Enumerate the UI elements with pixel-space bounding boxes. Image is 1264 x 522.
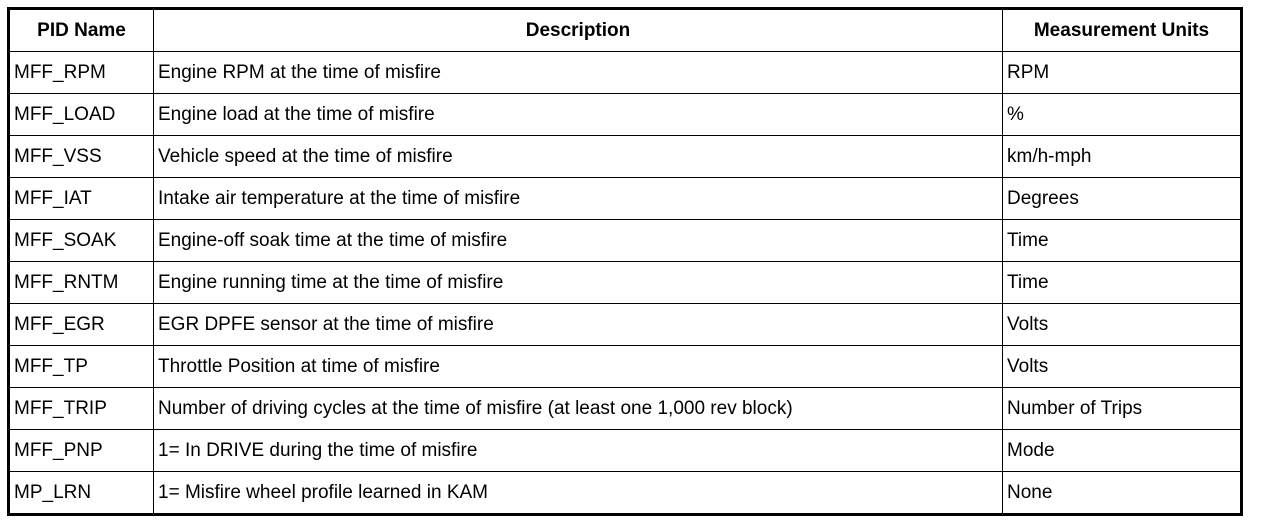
pid-name-cell: MFF_TP	[8, 345, 154, 388]
description-cell: Engine RPM at the time of misfire	[153, 51, 1003, 94]
description-cell: 1= Misfire wheel profile learned in KAM	[153, 471, 1003, 515]
header-description: Description	[153, 8, 1003, 52]
pid-name-cell: MP_LRN	[8, 471, 154, 515]
description-cell: Number of driving cycles at the time of …	[153, 387, 1003, 430]
table-row: MP_LRN 1= Misfire wheel profile learned i…	[8, 471, 1242, 515]
units-cell: Degrees	[1002, 177, 1242, 220]
table-row: MFF_TP Throttle Position at time of misfi…	[8, 345, 1242, 388]
header-measurement-units: Measurement Units	[1002, 8, 1242, 52]
units-cell: Time	[1002, 261, 1242, 304]
description-cell: Intake air temperature at the time of mi…	[153, 177, 1003, 220]
pid-name-cell: MFF_PNP	[8, 429, 154, 472]
pid-name-cell: MFF_LOAD	[8, 93, 154, 136]
units-cell: None	[1002, 471, 1242, 515]
pid-name-cell: MFF_RPM	[8, 51, 154, 94]
pid-name-cell: MFF_EGR	[8, 303, 154, 346]
table-row: MFF_RPM Engine RPM at the time of misfire…	[8, 51, 1242, 94]
header-row: PID Name Description Measurement Units	[8, 8, 1242, 52]
description-cell: 1= In DRIVE during the time of misfire	[153, 429, 1003, 472]
description-cell: Engine-off soak time at the time of misf…	[153, 219, 1003, 262]
units-cell: km/h-mph	[1002, 135, 1242, 178]
pid-name-cell: MFF_VSS	[8, 135, 154, 178]
pid-name-cell: MFF_RNTM	[8, 261, 154, 304]
description-cell: Engine load at the time of misfire	[153, 93, 1003, 136]
table-row: MFF_LOAD Engine load at the time of misfi…	[8, 93, 1242, 136]
pid-name-cell: MFF_IAT	[8, 177, 154, 220]
table-row: MFF_SOAK Engine-off soak time at the time…	[8, 219, 1242, 262]
description-cell: Engine running time at the time of misfi…	[153, 261, 1003, 304]
table-row: MFF_IAT Intake air temperature at the tim…	[8, 177, 1242, 220]
description-cell: Vehicle speed at the time of misfire	[153, 135, 1003, 178]
units-cell: Mode	[1002, 429, 1242, 472]
header-pid-name: PID Name	[8, 8, 154, 52]
units-cell: Volts	[1002, 303, 1242, 346]
table-row: MFF_PNP 1= In DRIVE during the time of mi…	[8, 429, 1242, 472]
description-cell: Throttle Position at time of misfire	[153, 345, 1003, 388]
units-cell: Time	[1002, 219, 1242, 262]
table-row: MFF_EGR EGR DPFE sensor at the time of mi…	[8, 303, 1242, 346]
pid-table: PID Name Description Measurement Units M…	[7, 7, 1243, 516]
pid-name-cell: MFF_TRIP	[8, 387, 154, 430]
table-row: MFF_RNTM Engine running time at the time …	[8, 261, 1242, 304]
table-row: MFF_VSS Vehicle speed at the time of misf…	[8, 135, 1242, 178]
pid-name-cell: MFF_SOAK	[8, 219, 154, 262]
description-cell: EGR DPFE sensor at the time of misfire	[153, 303, 1003, 346]
units-cell: RPM	[1002, 51, 1242, 94]
units-cell: %	[1002, 93, 1242, 136]
table-row: MFF_TRIP Number of driving cycles at the …	[8, 387, 1242, 430]
units-cell: Volts	[1002, 345, 1242, 388]
units-cell: Number of Trips	[1002, 387, 1242, 430]
